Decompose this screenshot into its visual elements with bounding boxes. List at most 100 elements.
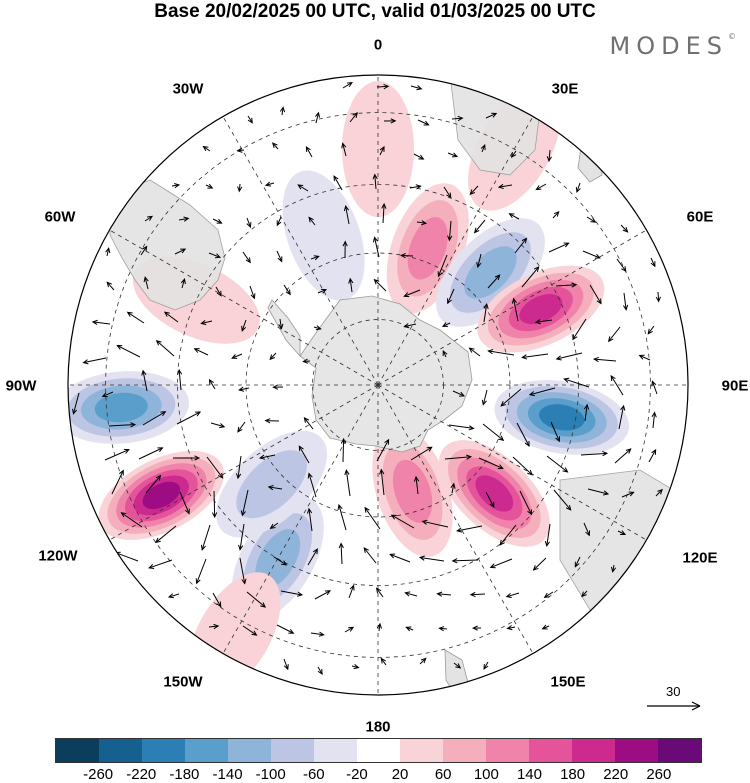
wind-arrow (343, 205, 350, 225)
wind-arrow (651, 411, 657, 429)
wind-arrow (617, 530, 627, 536)
wind-arrow (610, 564, 617, 573)
wind-arrow (101, 391, 114, 398)
wind-arrow (485, 491, 495, 509)
wind-arrow (379, 468, 385, 496)
wind-arrow (364, 506, 381, 530)
wind-arrow (476, 253, 482, 269)
wind-arrow (555, 352, 583, 361)
wind-arrow (276, 216, 282, 227)
lon-label-30e: 30E (551, 80, 579, 98)
wind-arrow (283, 658, 289, 671)
reference-arrow-head (691, 701, 701, 711)
wind-arrow (418, 555, 445, 562)
wind-arrow (303, 416, 314, 430)
wind-arrow (376, 622, 383, 632)
wind-arrow (521, 266, 540, 288)
wind-arrow (258, 454, 276, 460)
lon-label-90e: 90E (721, 377, 749, 395)
colorbar-swatch (228, 739, 271, 762)
wind-arrow (469, 185, 479, 196)
colorbar-swatch (56, 739, 99, 762)
wind-arrow (337, 503, 347, 531)
anomaly-contour (407, 217, 448, 280)
wind-arrow (592, 356, 617, 363)
meridian-line (377, 384, 647, 541)
wind-arrow (155, 339, 175, 357)
wind-arrow (264, 418, 280, 424)
wind-arrow (126, 311, 145, 324)
wind-arrow (240, 489, 249, 517)
wind-arrow (610, 374, 624, 396)
wind-arrow (178, 216, 190, 222)
colorbar-tick-label: 100 (473, 766, 499, 783)
wind-arrow (242, 251, 251, 264)
wind-arrow (264, 181, 275, 187)
wind-arrow (575, 182, 581, 194)
wind-arrow (237, 183, 243, 193)
colorbar-swatch (615, 739, 658, 762)
wind-arrow (436, 591, 452, 597)
wind-arrow (521, 353, 549, 360)
wind-arrow (421, 519, 449, 528)
lon-label-150e: 150E (550, 673, 586, 691)
wind-arrow (180, 278, 186, 289)
wind-arrow (403, 323, 417, 329)
colorbar-tick-label: -60 (302, 766, 325, 783)
wind-arrow (208, 623, 220, 630)
wind-arrow (154, 525, 177, 544)
wind-arrow (448, 424, 475, 431)
wind-arrow (511, 297, 519, 322)
wind-arrow (272, 384, 284, 390)
colorbar-swatch (357, 739, 400, 762)
map-title: Base 20/02/2025 00 UTC, valid 01/03/2025… (154, 1, 596, 22)
anomaly-contour (539, 404, 585, 431)
wind-arrow (104, 448, 130, 461)
wind-arrow (478, 457, 504, 470)
colorbar-swatch (658, 739, 701, 762)
meridian-line (377, 229, 647, 386)
colorbar-tick-label: -260 (83, 766, 114, 783)
wind-arrow (338, 542, 344, 565)
wind-arrow (176, 411, 202, 425)
anomaly-blob (494, 380, 630, 455)
wind-arrow (447, 152, 459, 158)
wind-arrow (278, 318, 284, 330)
anomaly-blob (436, 218, 545, 327)
wind-arrow (451, 115, 464, 122)
wind-arrow (206, 456, 224, 479)
wind-arrow (172, 455, 201, 461)
wind-arrow (655, 488, 663, 497)
wind-arrow (298, 445, 310, 464)
wind-arrow (148, 559, 173, 569)
wind-arrow (200, 319, 213, 326)
wind-arrow (276, 250, 283, 263)
wind-arrow (618, 404, 626, 430)
colorbar-tick-label: -100 (255, 766, 286, 783)
meridian-line (222, 116, 379, 386)
colorbar-tick-label: 220 (603, 766, 629, 783)
wind-arrow (105, 247, 111, 257)
wind-arrow (349, 112, 358, 123)
wind-arrow (238, 523, 245, 551)
wind-arrow (208, 378, 216, 390)
wind-arrow (413, 153, 425, 160)
anomaly-blob (438, 440, 550, 547)
wind-arrow (555, 282, 578, 288)
wind-arrow (648, 448, 657, 463)
wind-arrow (441, 322, 451, 327)
wind-arrow (456, 525, 483, 533)
wind-arrow (167, 593, 180, 599)
lon-label-60e: 60E (686, 208, 714, 226)
wind-arrow (163, 311, 179, 323)
wind-arrow (272, 142, 279, 150)
anomaly-contour (142, 481, 181, 510)
wind-arrow (247, 115, 253, 124)
wind-arrow (650, 257, 656, 268)
colorbar (55, 738, 702, 763)
wind-arrow (376, 438, 390, 462)
colorbar-tick-label: -140 (212, 766, 243, 783)
wind-arrow (516, 422, 530, 448)
colorbar-tick-label: 260 (646, 766, 672, 783)
